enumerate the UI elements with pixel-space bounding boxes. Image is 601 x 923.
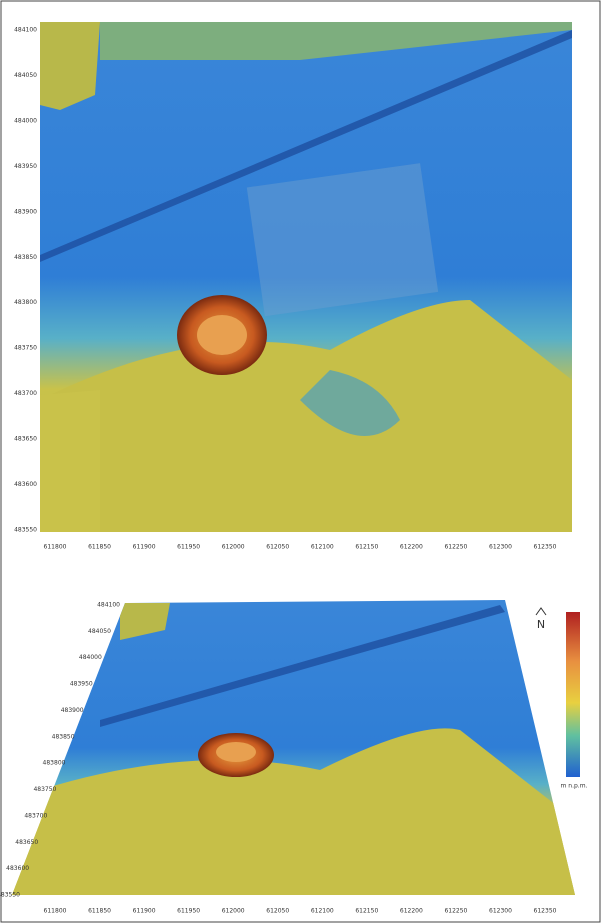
y-tick-label: 484100: [14, 27, 37, 34]
y-tick-label: 483550: [0, 892, 20, 899]
y-tick-label: 483800: [43, 760, 66, 767]
y-tick-label: 484050: [88, 628, 111, 635]
x-tick-label: 611850: [88, 544, 111, 551]
x-tick-label: 612250: [444, 908, 467, 915]
top-map: [40, 22, 572, 532]
x-tick-label: 611800: [44, 544, 67, 551]
y-tick-label: 483850: [52, 733, 75, 740]
y-tick-label: 483900: [61, 707, 84, 714]
x-tick-label: 612150: [355, 544, 378, 551]
north-arrow: [535, 607, 547, 616]
y-tick-label: 484100: [97, 602, 120, 609]
x-tick-label: 612150: [355, 908, 378, 915]
y-tick-label: 483650: [14, 436, 37, 443]
x-tick-label: 611850: [88, 908, 111, 915]
y-tick-label: 483750: [14, 345, 37, 352]
y-tick-label: 483950: [70, 681, 93, 688]
y-tick-label: 483800: [14, 299, 37, 306]
y-tick-label: 484000: [79, 654, 102, 661]
x-tick-label: 612050: [266, 544, 289, 551]
legend-colorbar: [566, 612, 580, 777]
y-tick-label: 483650: [15, 839, 38, 846]
y-tick-label: 483700: [14, 390, 37, 397]
x-tick-label: 612000: [222, 544, 245, 551]
x-tick-label: 611800: [44, 908, 67, 915]
x-tick-label: 612350: [534, 908, 557, 915]
y-tick-label: 484050: [14, 72, 37, 79]
x-tick-label: 612300: [489, 908, 512, 915]
x-tick-label: 611950: [177, 908, 200, 915]
y-tick-label: 484000: [14, 117, 37, 124]
y-tick-label: 483700: [24, 812, 47, 819]
y-tick-label: 483550: [14, 527, 37, 534]
x-tick-label: 612050: [266, 908, 289, 915]
x-tick-label: 612200: [400, 544, 423, 551]
y-tick-label: 483950: [14, 163, 37, 170]
x-tick-label: 612250: [444, 544, 467, 551]
y-tick-label: 483750: [33, 786, 56, 793]
x-tick-label: 612200: [400, 908, 423, 915]
y-tick-label: 483850: [14, 254, 37, 261]
x-tick-label: 611950: [177, 544, 200, 551]
y-tick-label: 483600: [6, 865, 29, 872]
legend-unit: m n.p.m.: [561, 783, 588, 790]
x-tick-label: 612350: [534, 544, 557, 551]
x-tick-label: 611900: [133, 544, 156, 551]
x-tick-label: 611900: [133, 908, 156, 915]
bottom-map: [12, 600, 575, 895]
x-tick-label: 612100: [311, 908, 334, 915]
x-tick-label: 612000: [222, 908, 245, 915]
x-tick-label: 612300: [489, 544, 512, 551]
y-tick-label: 483900: [14, 208, 37, 215]
y-tick-label: 483600: [14, 481, 37, 488]
x-tick-label: 612100: [311, 544, 334, 551]
north-label: N: [537, 618, 545, 631]
